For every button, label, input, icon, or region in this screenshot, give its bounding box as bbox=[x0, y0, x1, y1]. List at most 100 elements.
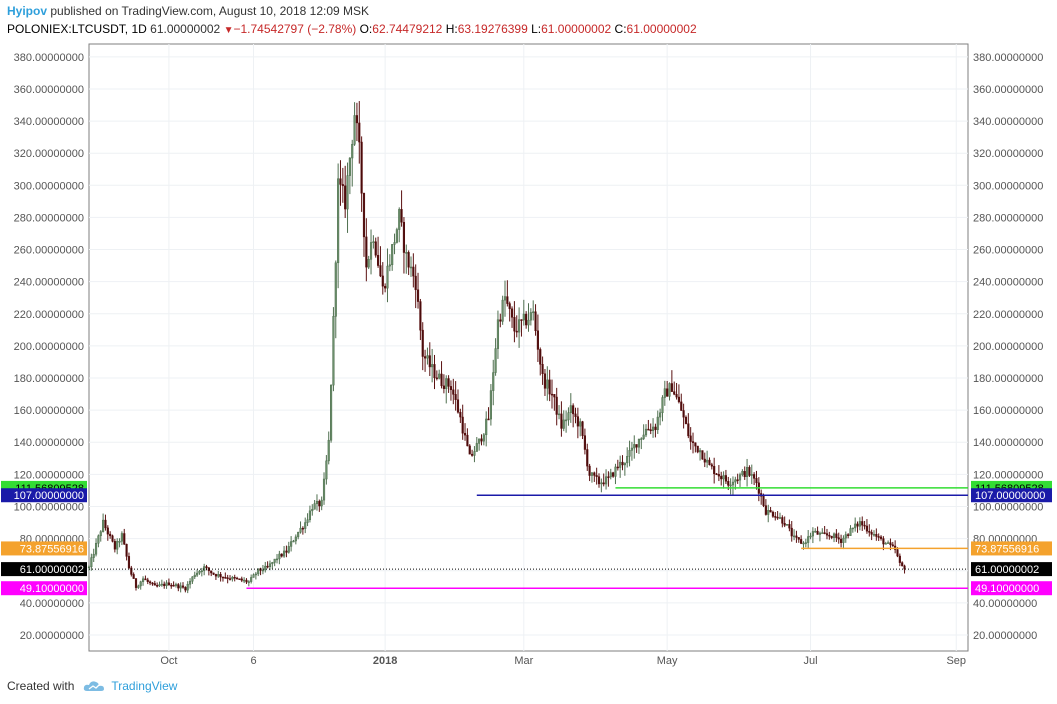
candle-up bbox=[738, 474, 742, 481]
candle-up bbox=[268, 563, 272, 567]
x-tick-label: Oct bbox=[160, 655, 177, 667]
candle-down bbox=[463, 432, 467, 436]
y-tick-label-left: 160.00000000 bbox=[14, 405, 84, 417]
candle-down bbox=[670, 383, 673, 392]
candle-down bbox=[358, 122, 361, 143]
candle-down bbox=[835, 533, 838, 538]
price-tag-label-left: 61.00000002 bbox=[20, 564, 84, 576]
candle-down bbox=[574, 413, 577, 417]
candle-down bbox=[416, 289, 420, 302]
candle-down bbox=[459, 411, 462, 418]
candle-up bbox=[388, 264, 391, 267]
candle-up bbox=[722, 475, 725, 480]
candle-down bbox=[424, 356, 427, 359]
candle-up bbox=[821, 532, 824, 534]
candle-up bbox=[478, 438, 481, 444]
candle-up bbox=[640, 438, 643, 440]
candle-down bbox=[616, 466, 619, 469]
candle-up bbox=[247, 581, 250, 583]
candle-up bbox=[590, 472, 594, 476]
candle-down bbox=[675, 394, 678, 398]
candle-down bbox=[355, 115, 359, 124]
candle-down bbox=[898, 555, 901, 563]
candle-up bbox=[306, 519, 309, 523]
candle-down bbox=[586, 449, 589, 467]
candle-down bbox=[233, 576, 236, 579]
candle-down bbox=[708, 459, 711, 465]
candle-down bbox=[677, 396, 680, 403]
candle-down bbox=[621, 461, 624, 466]
candle-down bbox=[452, 389, 455, 395]
y-tick-label-left: 380.00000000 bbox=[14, 52, 84, 64]
footer: Created with TradingView bbox=[7, 679, 177, 693]
candle-up bbox=[807, 536, 810, 543]
candle-up bbox=[698, 450, 702, 453]
candle-down bbox=[847, 534, 850, 536]
candle-up bbox=[409, 266, 413, 269]
candle-down bbox=[360, 141, 363, 194]
candle-up bbox=[398, 209, 401, 230]
candle-down bbox=[823, 532, 826, 534]
candle-up bbox=[473, 451, 476, 456]
candle-up bbox=[642, 434, 645, 439]
candle-up bbox=[160, 583, 163, 586]
candle-up bbox=[614, 466, 617, 477]
price-tag-left bbox=[1, 488, 87, 503]
close-value: 61.00000002 bbox=[626, 22, 697, 36]
candle-up bbox=[802, 542, 805, 545]
candle-up bbox=[311, 508, 314, 512]
candle-down bbox=[861, 521, 864, 526]
y-tick-label-left: 320.00000000 bbox=[14, 148, 84, 160]
candle-up bbox=[198, 570, 201, 574]
candle-down bbox=[654, 426, 657, 430]
candle-down bbox=[513, 317, 516, 332]
candle-up bbox=[287, 546, 290, 553]
candle-up bbox=[668, 383, 671, 397]
candle-down bbox=[781, 517, 784, 524]
price-tag-left bbox=[1, 581, 87, 596]
candle-down bbox=[487, 418, 490, 421]
candle-down bbox=[184, 587, 187, 591]
candle-down bbox=[471, 453, 474, 456]
candle-down bbox=[724, 475, 727, 482]
candle-down bbox=[607, 476, 610, 478]
author-link[interactable]: Hyipov bbox=[7, 4, 48, 18]
candle-down bbox=[238, 578, 241, 580]
candle-up bbox=[609, 472, 612, 478]
candle-down bbox=[508, 303, 511, 310]
candle-down bbox=[339, 178, 342, 185]
candle-up bbox=[313, 503, 316, 510]
candle-up bbox=[393, 242, 396, 245]
candle-down bbox=[696, 445, 699, 453]
candle-down bbox=[572, 405, 575, 415]
candle-down bbox=[713, 465, 716, 475]
candle-down bbox=[205, 566, 208, 569]
change-value: −1.74542797 (−2.78%) bbox=[233, 22, 357, 36]
y-tick-label-left: 340.00000000 bbox=[14, 116, 84, 128]
candle-up bbox=[320, 499, 323, 507]
y-tick-label-right: 120.00000000 bbox=[973, 469, 1043, 481]
candle-down bbox=[879, 536, 883, 539]
low-value: 61.00000002 bbox=[541, 22, 612, 36]
candle-down bbox=[384, 285, 387, 289]
candle-down bbox=[736, 479, 739, 481]
candle-down bbox=[830, 535, 833, 538]
candle-down bbox=[499, 319, 502, 322]
candle-down bbox=[172, 584, 175, 587]
candle-up bbox=[367, 259, 370, 268]
candle-down bbox=[865, 525, 869, 532]
candle-up bbox=[767, 510, 770, 515]
candle-down bbox=[400, 209, 403, 223]
candle-up bbox=[849, 528, 852, 536]
candle-up bbox=[501, 299, 504, 322]
high-value: 63.19276399 bbox=[457, 22, 528, 36]
candle-up bbox=[793, 535, 796, 538]
tradingview-link[interactable]: TradingView bbox=[111, 679, 178, 693]
price-tag-right bbox=[971, 581, 1052, 596]
candle-up bbox=[785, 524, 789, 526]
candle-up bbox=[565, 419, 568, 422]
candle-down bbox=[111, 535, 114, 542]
candle-down bbox=[177, 584, 180, 589]
close-label: C: bbox=[614, 22, 627, 36]
